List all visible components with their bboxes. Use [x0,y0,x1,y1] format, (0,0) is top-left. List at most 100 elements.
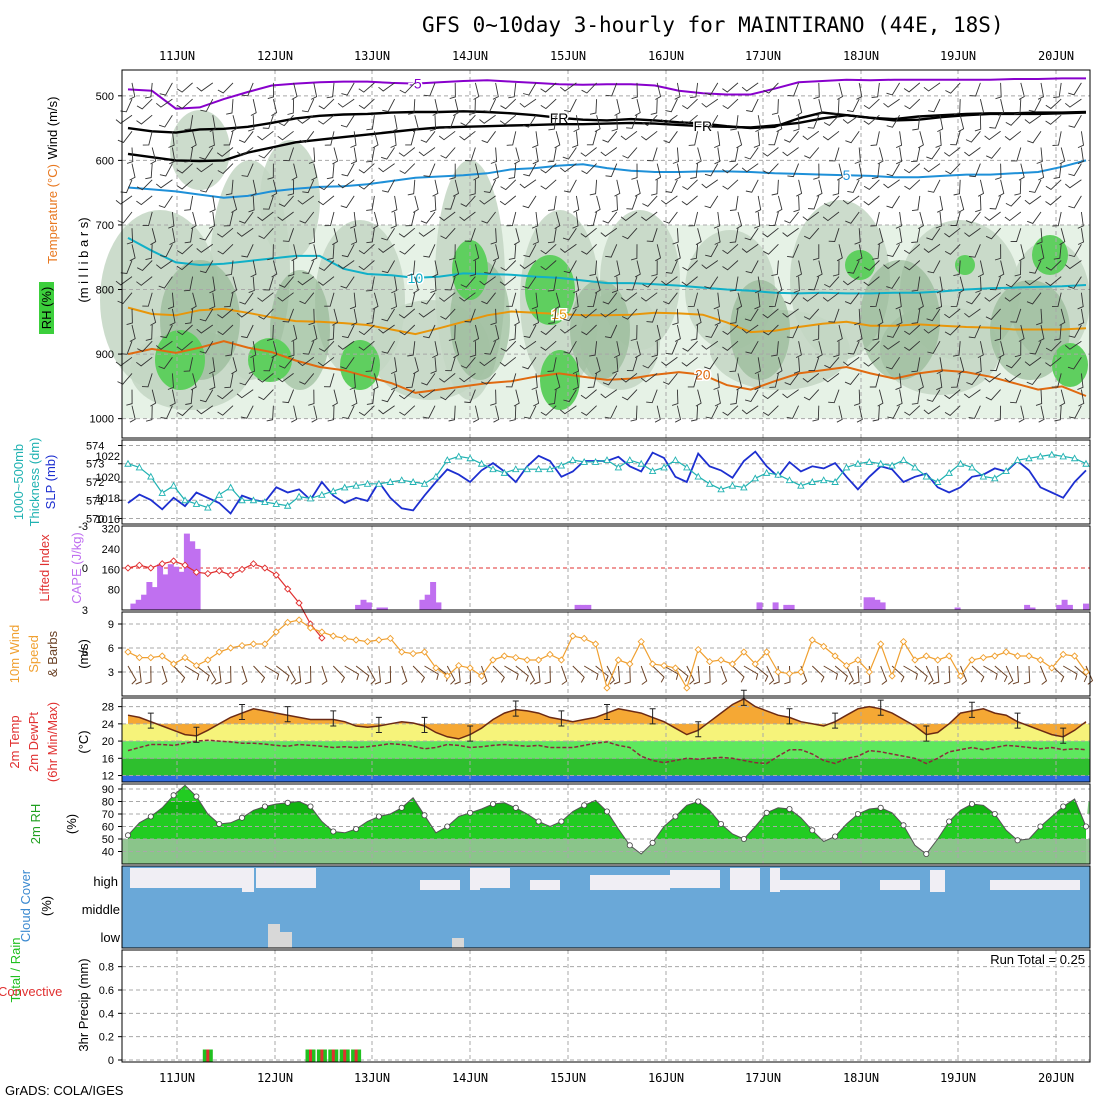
wind-barb [548,115,557,131]
wind-barb [308,147,316,164]
surface-wind-barb [145,665,152,685]
wind-barb [704,163,719,177]
wind-speed-marker [409,649,417,658]
wind-barb [499,276,517,286]
wind-barb [1053,82,1062,99]
wind-barb [126,147,134,164]
wind-barb [420,131,436,143]
wind-barb [473,82,480,100]
y-tick-label: 80 [102,797,114,809]
wind-barb [1024,276,1042,286]
wind-speed-marker [614,656,623,664]
surface-wind-barb [693,665,701,685]
y-tick-label: 3 [108,667,114,679]
wind-barb [129,82,136,100]
wind-barb [311,405,318,423]
precip-bars [202,1049,362,1062]
y-tick-label: 90 [102,784,114,796]
wind-barb [250,179,257,197]
surface-wind-barb [640,665,648,685]
wind-barb [953,341,961,357]
wind-speed-marker [169,660,178,668]
thickness-marker [238,496,246,504]
wind-barb [969,82,981,97]
wind-barb [554,131,561,149]
cloud-clear-block [242,868,254,892]
minmax-errorbar [330,710,337,727]
rh-marker [832,833,839,840]
rh-marker [718,821,725,828]
precip-total-label: Total / Rain [8,937,23,1002]
wind-barb [341,163,355,177]
wind-barb [621,389,638,401]
wind-barb [1068,114,1082,128]
thickness-marker [1048,450,1056,458]
wind-barb [540,405,557,416]
wind-barb [771,99,779,115]
wind-barb [115,356,133,367]
wind-barb [126,228,134,245]
wind-barb [722,340,739,351]
wind-barb [580,227,597,238]
wind-barb [896,228,903,245]
rh-axis-label: RH (%) [39,287,54,330]
wind-speed-marker [934,656,942,664]
wind-barb [519,340,537,350]
wind-barb [158,114,173,128]
thickness-marker [1036,452,1045,460]
wind-barb [776,276,783,294]
wind-barb [432,99,439,116]
wind-speed-marker [295,616,303,624]
wind-barb [453,260,460,278]
wind-speed-marker [968,656,976,664]
wind-barb [144,82,153,99]
wind-barb [802,373,820,383]
wind-speed-marker [272,628,280,636]
wind-barb [297,195,315,205]
wind-barb [177,324,193,336]
isotherm-label: -5 [409,76,422,92]
wind-speed-line [124,616,1090,692]
lifted-index-marker [272,571,280,579]
temp-band-green [122,741,1090,759]
wind-barb [944,324,961,336]
wind-barb [646,389,658,404]
bottom-date-axis: 11JUN 12JUN 13JUN 14JUN 15JUN 16JUN 17JUN 18JUN… [159,1071,1074,1085]
wind-barb [282,389,295,404]
wind-barb [753,131,760,148]
wind-barb [158,357,173,370]
wind-barb [928,98,941,113]
wind-barb [904,340,921,351]
cape-bar [1024,604,1031,610]
wind-barb [412,357,419,375]
wind-barb [672,308,679,326]
wind-axis: 369 [108,619,122,679]
wind-barb [548,195,557,211]
wind-barb [547,276,557,292]
wind-barb [1077,373,1084,391]
minmax-errorbar [604,703,610,721]
wind-barb [923,324,941,334]
wind-speed-marker [420,648,429,656]
wind-barb [845,131,860,144]
wind-barb [870,131,880,146]
wind-speed-marker [671,664,680,672]
wind-barb [366,389,375,405]
wind-barb [464,389,476,404]
wind-barb [847,341,860,355]
wind-barb [1035,389,1043,406]
wind-barb [816,179,823,197]
thickness-marker [705,479,714,487]
wind-barb [816,98,823,116]
wind-barb [562,227,577,241]
y-tick-label: 40 [102,847,114,859]
wind-barb [523,405,537,419]
surface-wind-barb [412,665,426,683]
minmax-errorbar [1060,727,1067,744]
thickness-marker [124,459,132,467]
surface-wind-barb [880,665,888,685]
wind-barb [277,130,294,141]
rh-marker [991,811,998,818]
cape-bar [783,604,790,610]
wind-barb [1068,82,1082,96]
